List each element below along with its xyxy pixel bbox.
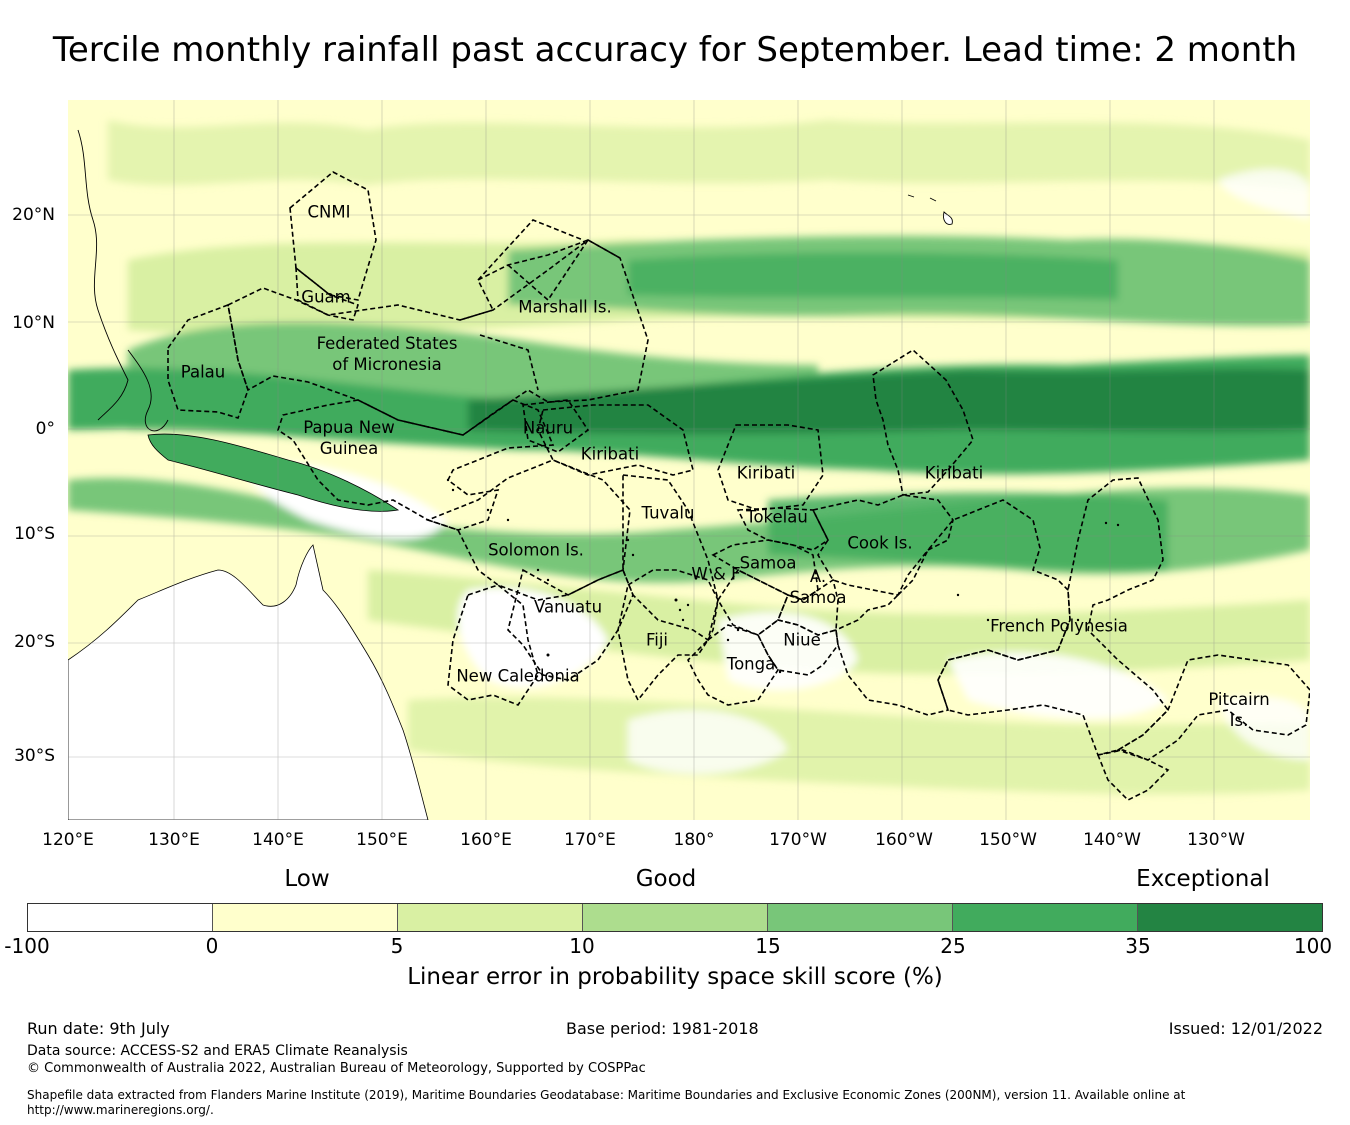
region-label-american-samoa: A. Samoa	[789, 567, 847, 607]
colorbar-tick: 0	[205, 934, 219, 958]
colorbar-category-good: Good	[635, 866, 697, 892]
region-label-fsm: Federated States of Micronesia	[316, 334, 458, 374]
lon-tick-label: 130°W	[1187, 830, 1245, 850]
lon-tick-label: 140°W	[1083, 830, 1141, 850]
colorbar-tick: -100	[4, 934, 50, 958]
region-label-kiribati-east: Kiribati	[924, 463, 984, 483]
region-label-marshall: Marshall Is.	[518, 297, 612, 317]
region-label-samoa: Samoa	[739, 553, 797, 573]
philippines-outline	[77, 129, 129, 421]
region-label-guam: Guam	[301, 287, 351, 307]
region-label-wallis-futuna: W & F	[691, 564, 741, 584]
region-label-fiji: Fiji	[645, 630, 669, 650]
colorbar-label: Linear error in probability space skill …	[407, 964, 943, 990]
map-title: Tercile monthly rainfall past accuracy f…	[52, 30, 1298, 70]
lon-tick-label: 150°W	[979, 830, 1037, 850]
region-label-kiribati-central: Kiribati	[736, 463, 796, 483]
lat-tick-label: 30°S	[14, 746, 55, 766]
issued-date: Issued: 12/01/2022	[1168, 1019, 1323, 1038]
colorbar-segment	[768, 904, 953, 931]
lat-tick-label: 0°	[35, 419, 55, 439]
colorbar-segment	[583, 904, 768, 931]
region-label-tuvalu: Tuvalu	[641, 503, 695, 523]
new-guinea-landmass	[147, 433, 400, 512]
region-label-tonga: Tonga	[726, 654, 776, 674]
shapefile-credit: Shapefile data extracted from Flanders M…	[27, 1088, 1186, 1117]
colorbar-tick: 5	[390, 934, 404, 958]
copyright: © Commonwealth of Australia 2022, Austra…	[27, 1061, 646, 1076]
region-label-nauru: Nauru	[522, 418, 574, 438]
colorbar-tick: 15	[755, 934, 781, 958]
lat-tick-label: 10°S	[14, 524, 55, 544]
skill-map: CNMI Guam Marshall Is. Federated States …	[67, 100, 1311, 821]
lat-tick-label: 20°S	[14, 632, 55, 652]
base-period: Base period: 1981-2018	[566, 1019, 759, 1038]
islands	[446, 478, 1120, 674]
lat-tick-label: 10°N	[12, 313, 55, 333]
eez-boundaries	[167, 171, 1311, 801]
colorbar-segment	[28, 904, 213, 931]
colorbar-category-low: Low	[284, 866, 330, 892]
region-label-palau: Palau	[180, 362, 226, 382]
lon-tick-label: 140°E	[252, 830, 304, 850]
colorbar-segment	[213, 904, 398, 931]
colorbar-category-exceptional: Exceptional	[1136, 866, 1270, 892]
lon-tick-label: 130°E	[148, 830, 200, 850]
lon-tick-label: 180°	[673, 830, 715, 850]
lon-tick-label: 160°E	[460, 830, 512, 850]
lon-tick-label: 170°W	[769, 830, 827, 850]
colorbar-tick: 100	[1293, 934, 1333, 958]
colorbar	[27, 903, 1323, 932]
lon-tick-label: 120°E	[42, 830, 94, 850]
lon-tick-label: 170°E	[564, 830, 616, 850]
region-label-solomon: Solomon Is.	[488, 540, 584, 560]
data-source: Data source: ACCESS-S2 and ERA5 Climate …	[27, 1043, 408, 1059]
graticule	[68, 100, 1310, 820]
region-label-new-caledonia: New Caledonia	[456, 666, 580, 686]
colorbar-tick: 35	[1125, 934, 1151, 958]
colorbar-segment	[398, 904, 583, 931]
region-label-kiribati-west: Kiribati	[580, 444, 640, 464]
colorbar-tick: 25	[940, 934, 966, 958]
region-label-niue: Niue	[783, 630, 821, 650]
lat-tick-label: 20°N	[12, 205, 55, 225]
region-label-cnmi: CNMI	[307, 202, 351, 222]
region-label-png: Papua New Guinea	[303, 418, 395, 458]
colorbar-tick: 10	[569, 934, 595, 958]
skill-map-canvas	[67, 100, 1311, 821]
australia-landmass	[67, 544, 429, 821]
region-label-pitcairn: Pitcairn Is.	[1208, 690, 1270, 730]
region-label-french-polynesia: French Polynesia	[990, 616, 1128, 636]
lon-tick-label: 160°W	[875, 830, 933, 850]
lon-tick-label: 150°E	[356, 830, 408, 850]
colorbar-segment	[953, 904, 1138, 931]
region-label-tokelau: Tokelau	[746, 507, 808, 527]
colorbar-segment	[1138, 904, 1322, 931]
region-label-cook-islands: Cook Is.	[847, 533, 913, 553]
run-date: Run date: 9th July	[27, 1019, 170, 1038]
region-label-vanuatu: Vanuatu	[533, 597, 603, 617]
